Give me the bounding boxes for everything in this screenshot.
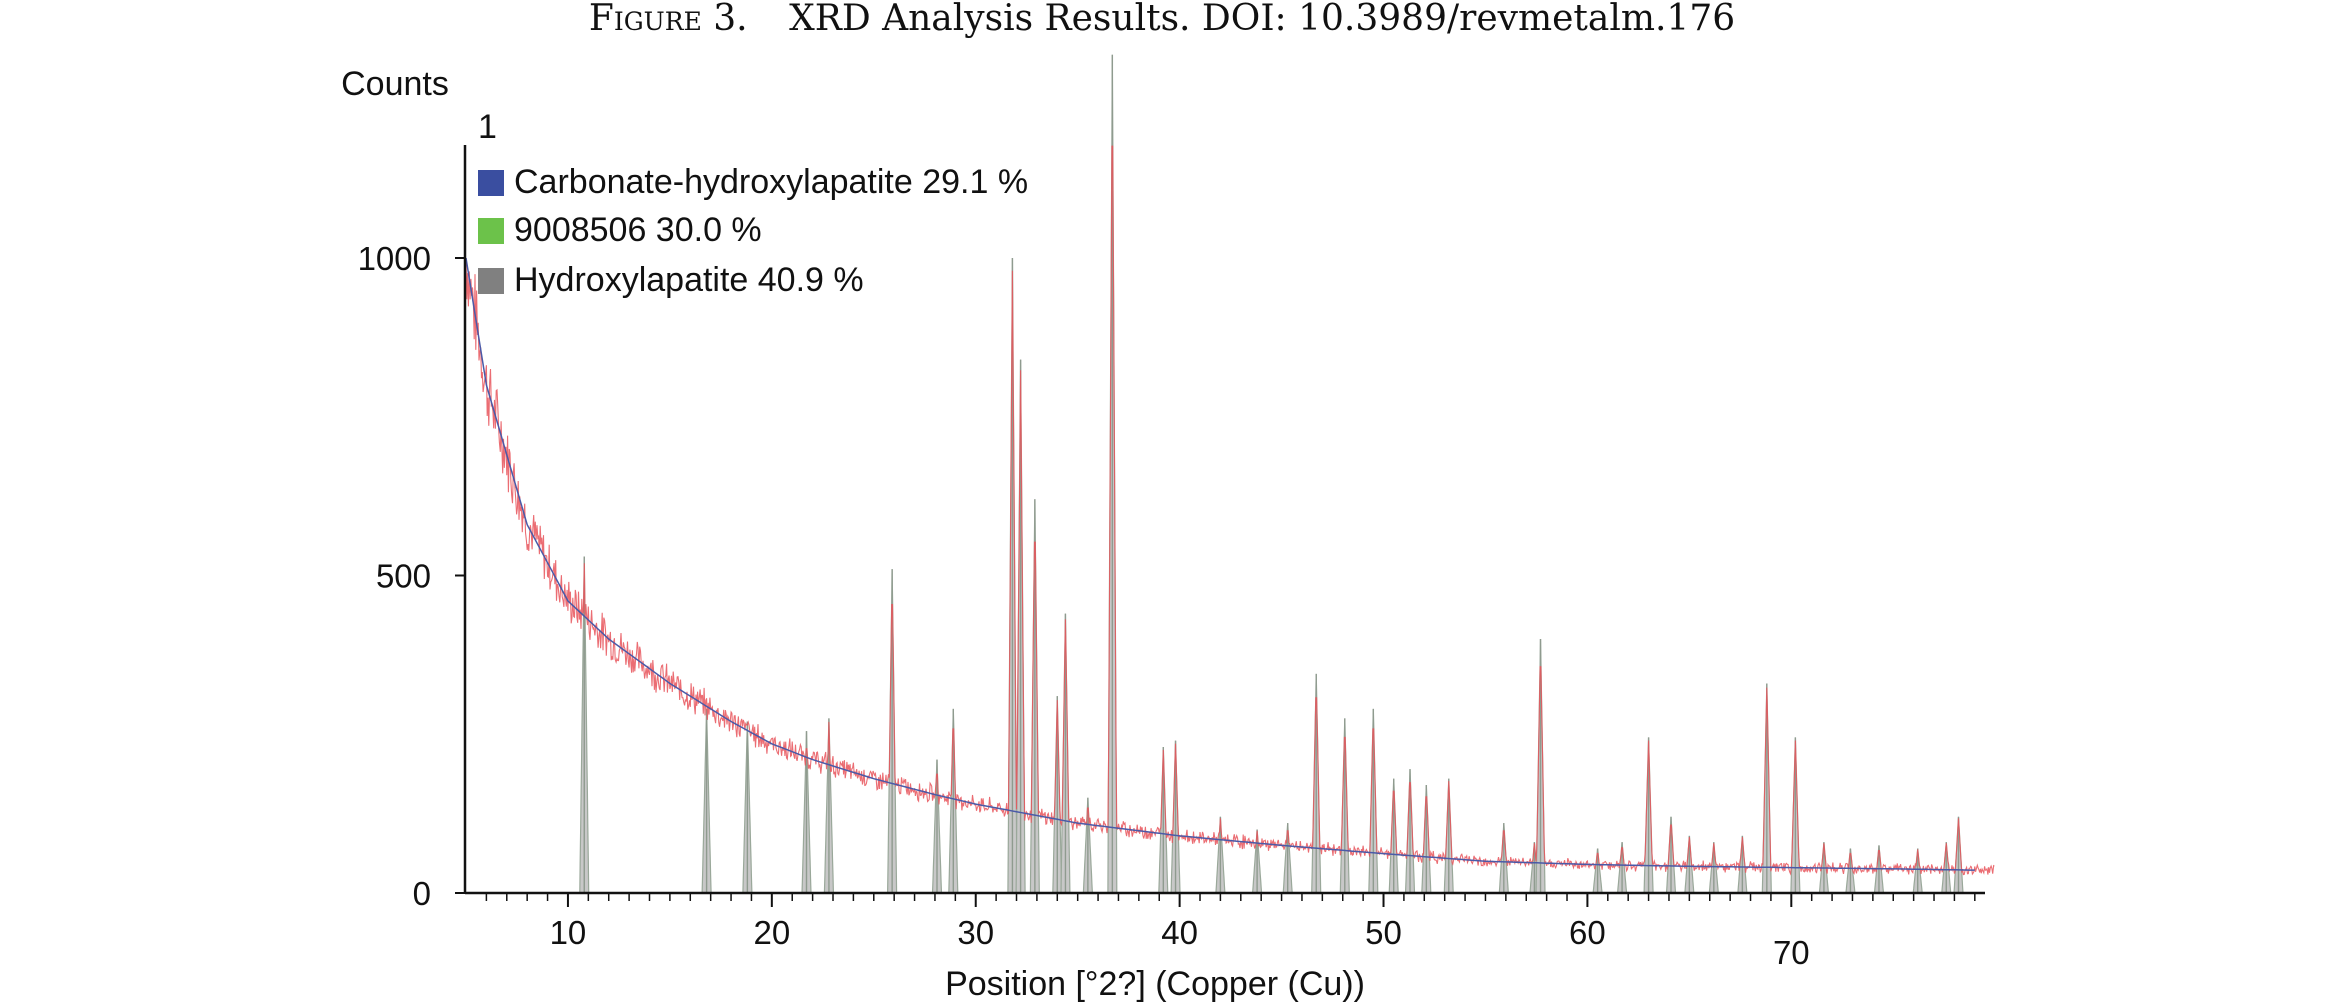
y-tick-label-500: 500 xyxy=(376,558,431,595)
legend-label-9008506: 9008506 30.0 % xyxy=(514,211,762,249)
y-axis-title: Counts xyxy=(341,65,449,103)
x-tick-label-50: 50 xyxy=(1365,914,1402,951)
x-tick-label-20: 20 xyxy=(753,914,790,951)
axis-ticks: 10 20 30 40 50 60 70 0 500 1000 xyxy=(358,240,1976,971)
x-tick-label-30: 30 xyxy=(957,914,994,951)
calculated-trace xyxy=(465,257,1975,871)
figure-caption: Figure 3. XRD Analysis Results. DOI: 10.… xyxy=(589,0,1735,39)
legend-label-hydroxylapatite: Hydroxylapatite 40.9 % xyxy=(514,261,864,299)
x-axis-title: Position [°2?] (Copper (Cu)) xyxy=(945,965,1365,1003)
x-tick-label-60: 60 xyxy=(1569,914,1606,951)
legend-label-carbonate-hydroxylapatite: Carbonate-hydroxylapatite 29.1 % xyxy=(514,163,1028,201)
axes xyxy=(463,145,1985,895)
observed-pattern xyxy=(465,145,1995,876)
observed-trace xyxy=(465,145,1995,876)
legend-swatch-carbonate-hydroxylapatite xyxy=(478,170,504,196)
figure-caption-prefix: Figure 3. xyxy=(589,0,748,39)
y-tick-label-0: 0 xyxy=(413,875,431,912)
x-tick-label-40: 40 xyxy=(1161,914,1198,951)
y-tick-label-1000: 1000 xyxy=(358,240,431,277)
legend: Carbonate-hydroxylapatite 29.1 % 9008506… xyxy=(478,163,1028,299)
figure-caption-text: XRD Analysis Results. DOI: 10.3989/revme… xyxy=(789,0,1735,39)
legend-swatch-hydroxylapatite xyxy=(478,268,504,294)
panel-label: 1 xyxy=(478,108,497,146)
x-tick-label-10: 10 xyxy=(550,914,587,951)
x-tick-label-70: 70 xyxy=(1773,934,1810,971)
legend-swatch-9008506 xyxy=(478,218,504,244)
calculated-background xyxy=(465,257,1975,871)
